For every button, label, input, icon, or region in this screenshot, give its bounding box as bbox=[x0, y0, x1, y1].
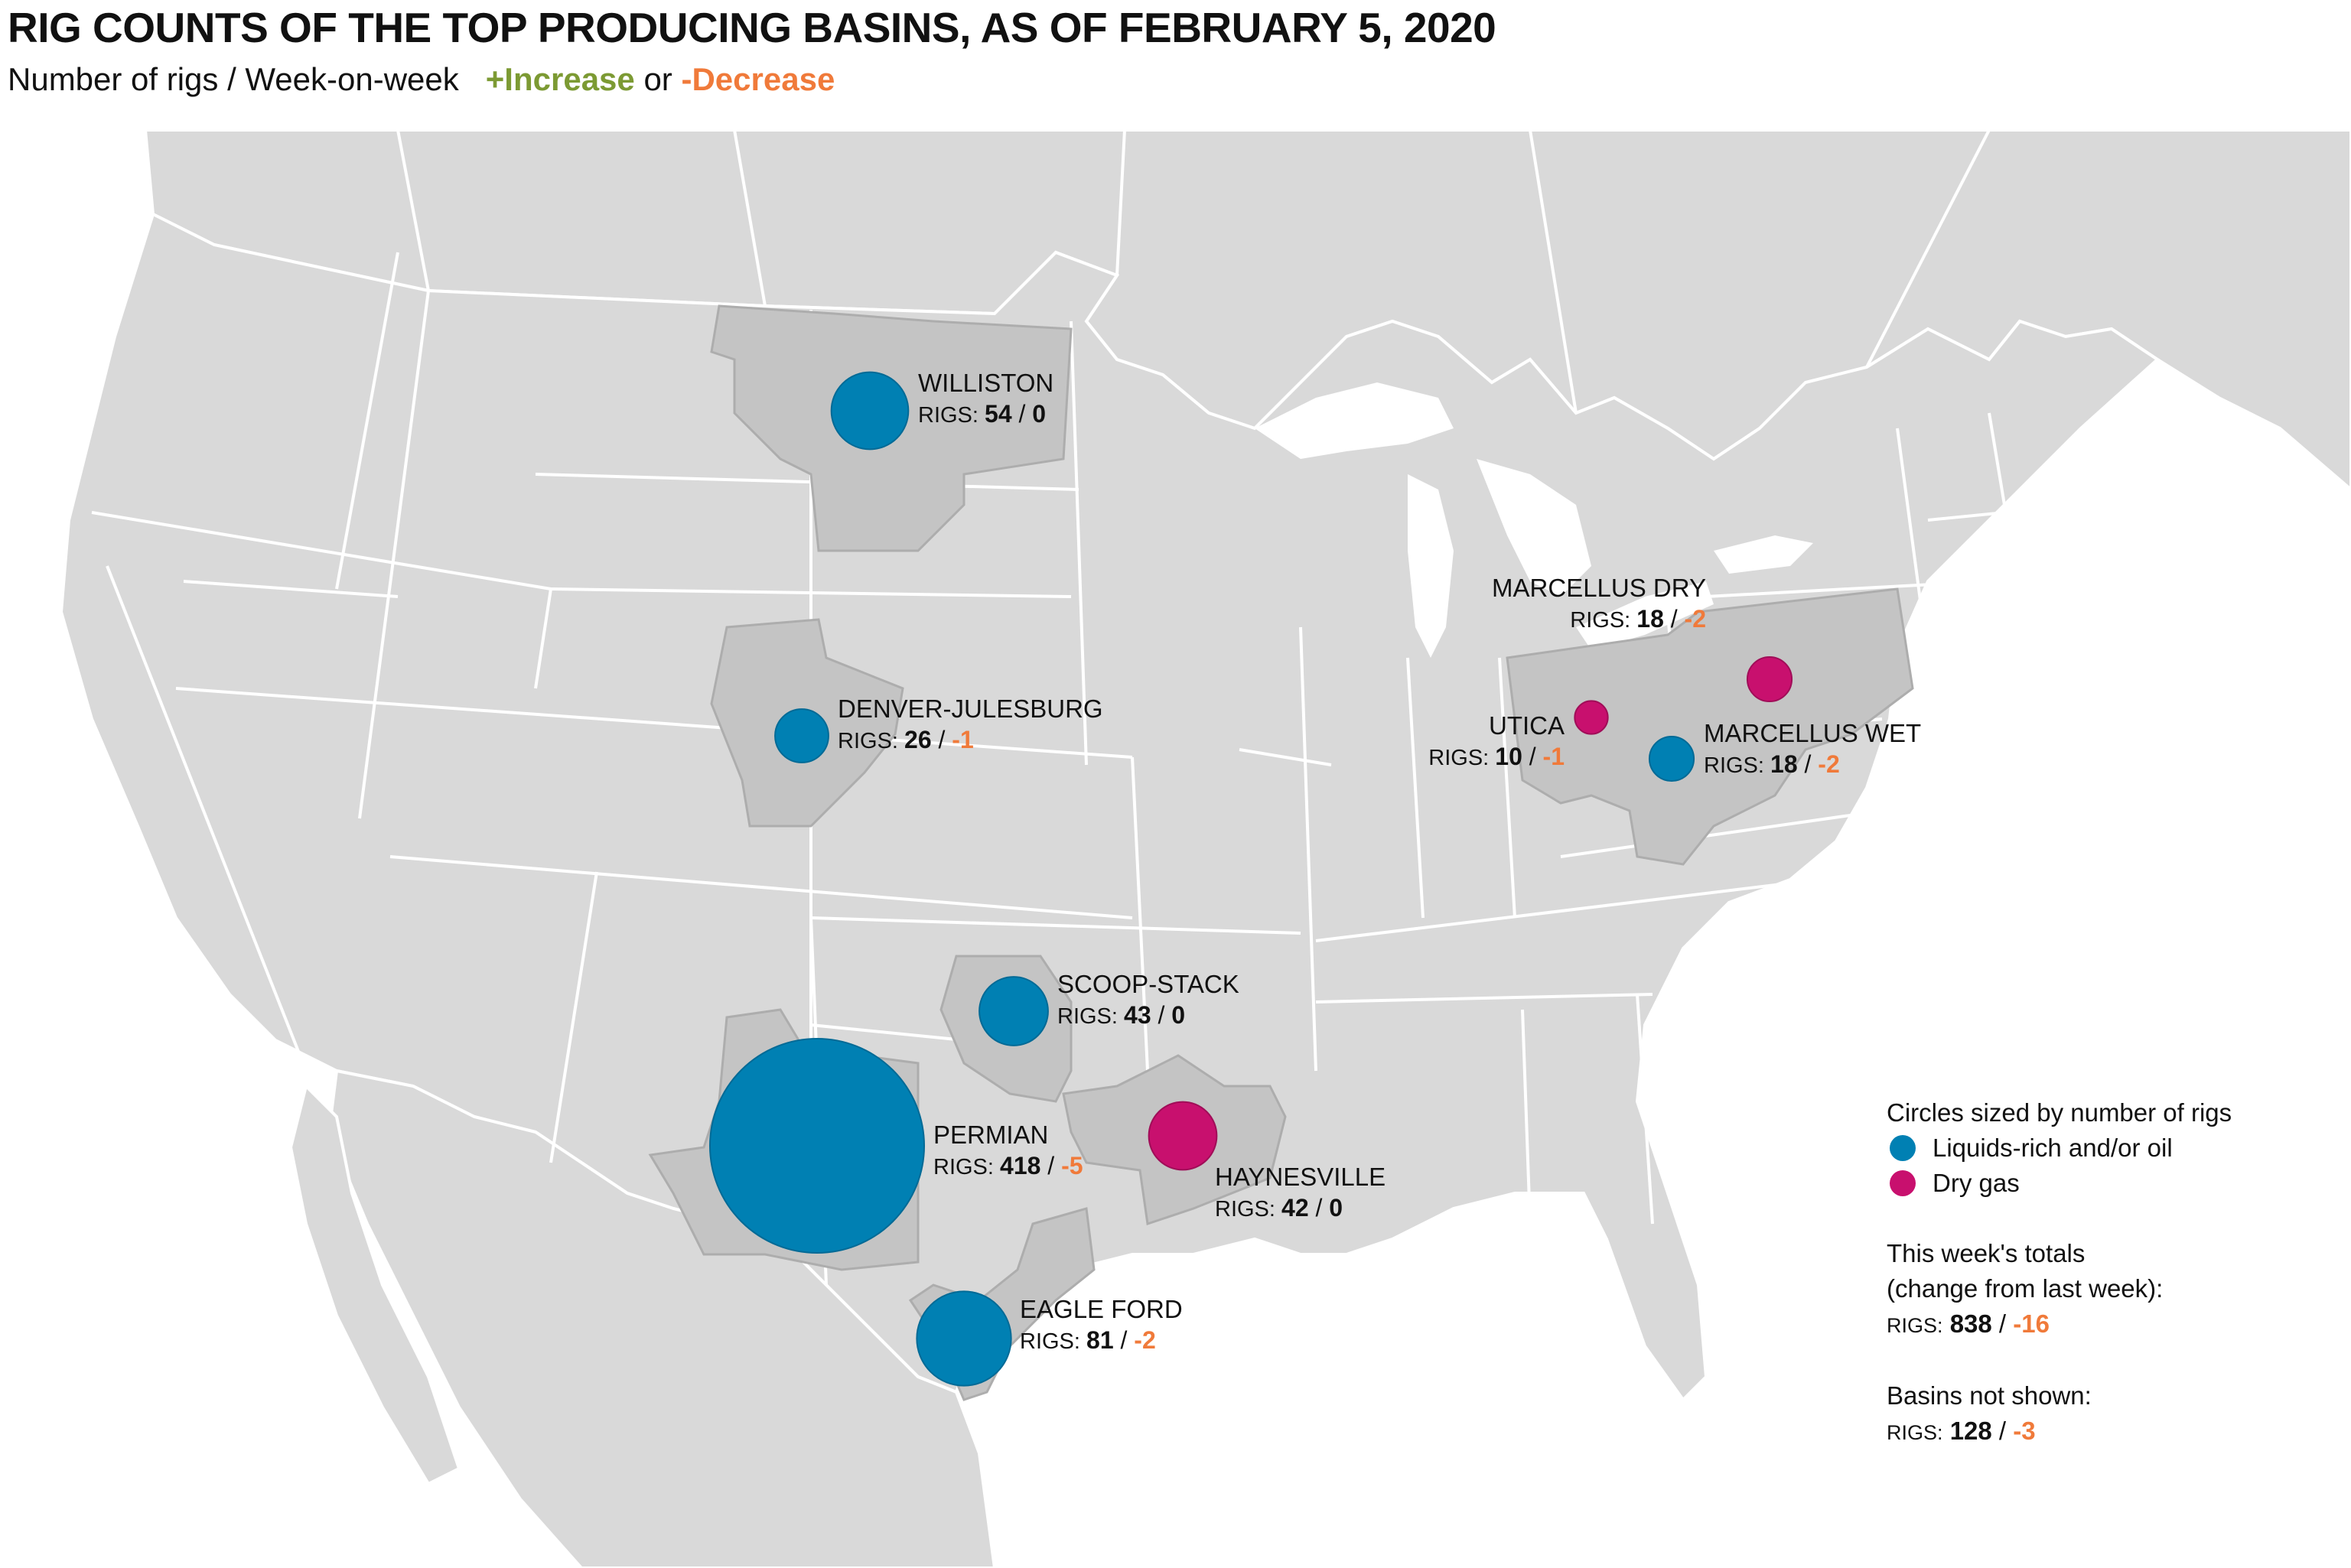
basin-values: RIGS: 18 / -2 bbox=[1570, 605, 1706, 633]
basin-circle-utica bbox=[1574, 700, 1609, 735]
basin-name: DENVER-JULESBURG bbox=[838, 695, 1103, 723]
basin-values: RIGS: 54 / 0 bbox=[918, 400, 1046, 428]
basin-name: HAYNESVILLE bbox=[1215, 1163, 1386, 1191]
basin-name: UTICA bbox=[1489, 711, 1565, 740]
basin-name: SCOOP-STACK bbox=[1057, 970, 1239, 998]
basin-values: RIGS: 81 / -2 bbox=[1020, 1326, 1156, 1354]
basin-circle-eagle-ford bbox=[916, 1290, 1012, 1387]
basin-values: RIGS: 26 / -1 bbox=[838, 726, 974, 753]
basin-values: RIGS: 418 / -5 bbox=[933, 1152, 1083, 1179]
legend-not-shown-values: RIGS: 128 / -3 bbox=[1887, 1417, 2036, 1445]
subtitle-decrease: -Decrease bbox=[681, 61, 835, 97]
legend-totals-line1: This week's totals bbox=[1887, 1239, 2086, 1267]
basin-circle-marcellus-wet bbox=[1648, 735, 1695, 782]
basin-values: RIGS: 18 / -2 bbox=[1704, 750, 1840, 778]
not-shown-change: -3 bbox=[2013, 1417, 2036, 1445]
legend-totals-line2: (change from last week): bbox=[1887, 1274, 2164, 1303]
totals-rigs: 838 bbox=[1949, 1309, 1992, 1338]
basin-name: WILLISTON bbox=[918, 369, 1053, 397]
lake-erie bbox=[1576, 581, 1714, 650]
legend-gas-label: Dry gas bbox=[1933, 1169, 2020, 1197]
map-title: RIG COUNTS OF THE TOP PRODUCING BASINS, … bbox=[8, 4, 1496, 51]
map-subtitle: Number of rigs / Week-on-week +Increase … bbox=[8, 61, 835, 98]
basin-values: RIGS: 43 / 0 bbox=[1057, 1001, 1185, 1029]
legend-gas: Dry gas bbox=[1887, 1166, 2338, 1201]
legend-heading: Circles sized by number of rigs bbox=[1887, 1098, 2232, 1127]
basin-circle-scoop-stack bbox=[978, 976, 1049, 1046]
totals-rigs-label: RIGS: bbox=[1887, 1314, 1943, 1337]
legend: Circles sized by number of rigs Liquids-… bbox=[1887, 1095, 2338, 1450]
subtitle-increase: +Increase bbox=[485, 61, 635, 97]
basin-name: MARCELLUS WET bbox=[1704, 719, 1921, 747]
appalachian-region bbox=[1506, 587, 1914, 866]
basin-name: EAGLE FORD bbox=[1020, 1295, 1183, 1323]
legend-totals-values: RIGS: 838 / -16 bbox=[1887, 1309, 2050, 1338]
legend-not-shown-heading: Basins not shown: bbox=[1887, 1381, 2092, 1410]
legend-oil-label: Liquids-rich and/or oil bbox=[1933, 1134, 2173, 1162]
lake-michigan bbox=[1408, 474, 1454, 658]
basin-name: MARCELLUS DRY bbox=[1492, 574, 1706, 602]
basin-circle-denver-julesburg bbox=[774, 708, 829, 763]
mexico-land bbox=[327, 1069, 997, 1568]
oil-swatch bbox=[1890, 1135, 1916, 1161]
totals-change: -16 bbox=[2013, 1309, 2050, 1338]
basin-circle-permian bbox=[709, 1038, 925, 1254]
lake-superior bbox=[1255, 382, 1454, 459]
gas-swatch bbox=[1890, 1170, 1916, 1196]
basin-circle-williston bbox=[830, 371, 910, 451]
not-shown-rigs: 128 bbox=[1949, 1417, 1992, 1445]
basin-name: PERMIAN bbox=[933, 1121, 1048, 1149]
subtitle-lead: Number of rigs / Week-on-week bbox=[8, 61, 459, 97]
lake-huron bbox=[1477, 459, 1591, 597]
lake-ontario bbox=[1714, 535, 1813, 574]
subtitle-or: or bbox=[643, 61, 672, 97]
basin-values: RIGS: 10 / -1 bbox=[1428, 743, 1565, 770]
basin-labels: WILLISTON RIGS: 54 / 0 DENVER-JULESBURG RIG… bbox=[838, 369, 1921, 1354]
basin-circle-haynesville bbox=[1148, 1101, 1218, 1171]
not-shown-rigs-label: RIGS: bbox=[1887, 1421, 1943, 1444]
legend-oil: Liquids-rich and/or oil bbox=[1887, 1130, 2338, 1166]
baja-peninsula bbox=[288, 1083, 461, 1486]
basin-map: WILLISTON RIGS: 54 / 0 DENVER-JULESBURG RIG… bbox=[0, 130, 2351, 1568]
basin-values: RIGS: 42 / 0 bbox=[1215, 1194, 1343, 1222]
basin-circle-marcellus-dry bbox=[1746, 656, 1793, 703]
basin-circles bbox=[709, 371, 1793, 1387]
